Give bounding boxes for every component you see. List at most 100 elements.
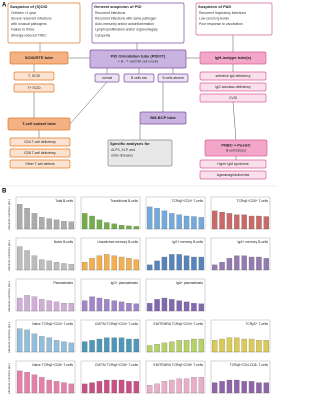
bar [263,258,269,271]
flow-box [199,93,267,103]
bar [161,256,168,271]
box-title: SCID/RTE tube [25,55,54,60]
box-title: Other T-cell defects [25,162,55,166]
bar [96,219,103,230]
bar [68,221,74,230]
bar [24,208,30,230]
plot-frame [210,196,271,230]
bar [96,338,103,353]
box-title: Hyper IgM syndrome [217,162,249,166]
flow-box [195,2,273,36]
bar [241,338,247,353]
bar [176,340,182,353]
bar [17,297,23,312]
bar [161,210,168,230]
panel-title: IgA+ memory B-cells [237,240,268,244]
bar [241,214,247,230]
panel-title: Transitional B-cells [110,199,138,203]
bar [212,340,218,353]
bar [61,382,67,394]
box-title: normal [102,76,113,80]
bar [191,377,197,394]
bar [39,336,45,353]
flow-box [89,49,187,69]
box-title: BM-BCP tube [150,115,176,120]
bar [53,262,60,271]
box-line: Cytopenia [95,33,110,37]
plot-frame [145,237,206,271]
panel-title: IgG+ plasmablasts [111,281,139,285]
plot-frame [80,237,141,271]
bar [147,206,153,230]
panel-title: TCRαβ+CD4+ T-cells [172,199,204,203]
bar [133,259,139,271]
bar [191,216,197,230]
bar [53,381,60,394]
bar [89,382,95,394]
bar [154,383,160,394]
bar [82,262,88,271]
box-title: General suspicion of PID [94,4,141,9]
box-line: Children <1 year [11,11,37,15]
bar [198,303,204,312]
box-title: T-cell subset tube [22,121,57,126]
bar [154,260,160,271]
bar [118,337,125,353]
bar [96,255,103,271]
box-title: IgH-isotype tube(s) [215,55,252,60]
box-line: Lymphoproliferation and/or organomegaly [95,28,158,32]
plot-frame [145,319,206,353]
flow-box [123,73,155,83]
flow-box [13,83,55,93]
plot-frame [15,319,76,353]
plot-frame [145,196,206,230]
bar [226,213,233,230]
bar [176,378,182,394]
bar [219,338,225,353]
bar [248,215,255,230]
flow-box [9,148,71,158]
bar [212,264,218,271]
box-line: other diseases [111,153,133,157]
bar [226,337,233,353]
bar [104,222,110,230]
bar [154,299,160,312]
bar [31,296,38,312]
bar [234,255,240,271]
bar [89,258,95,271]
bar [104,337,110,353]
panel-title: Unswitched memory B-cells [97,240,138,244]
bar [61,263,67,271]
box-line: Severe recurrent infections [11,16,52,20]
bar [183,255,190,271]
bar [46,337,52,353]
bar [104,254,110,271]
box-line: Strongly reduced TREC [11,33,47,37]
bar [248,338,255,353]
panel-title: TCRγδ+ T-cells [245,322,268,326]
bar [53,301,60,312]
panel-title: Naive B-cells [54,240,74,244]
flow-box [199,170,267,180]
plot-frame [210,360,271,394]
flow-box [91,2,185,44]
box-title: PNBC + PosGC [221,143,250,148]
bar [154,344,160,353]
bar [198,217,204,230]
connectors [0,35,276,187]
bar [176,254,182,271]
bar [111,337,117,353]
bar [61,221,67,230]
flow-box [9,137,71,147]
y-axis-label: absolute numbers (/µL) [7,322,11,353]
bar [96,381,103,394]
bar [68,342,74,353]
bar [219,262,225,271]
bar [39,217,45,230]
plot-frame [15,360,76,394]
bar [161,297,168,312]
plot-frame [145,360,206,394]
plot-frame [15,237,76,271]
box-title: CVID [229,96,238,100]
box-line: Auto-immunity and/or autoinflammation [95,22,154,26]
